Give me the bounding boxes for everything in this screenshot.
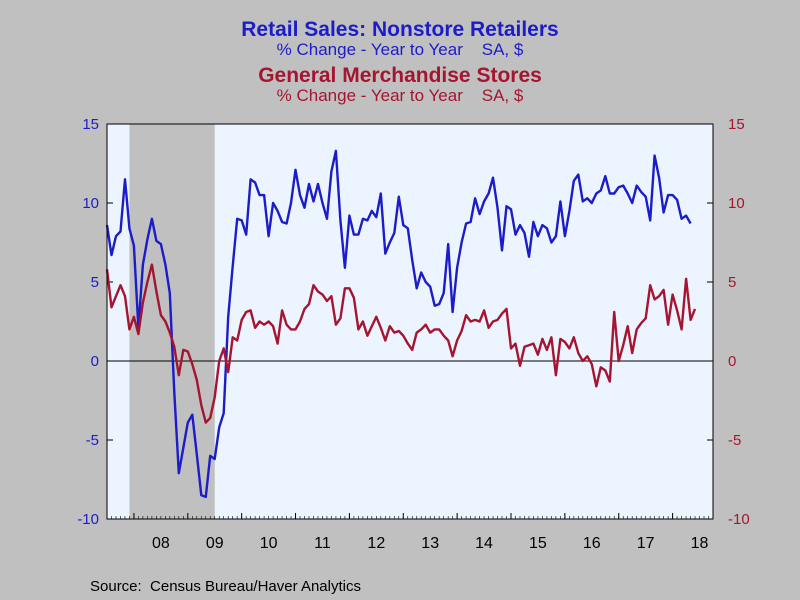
y-tick-label-left: 10 [82, 195, 99, 212]
general-merchandise-series-line [105, 263, 697, 424]
y-tick-label-right: -10 [728, 511, 750, 528]
y-tick-label-right: 10 [728, 195, 745, 212]
y-tick-label-left: 0 [91, 353, 99, 370]
chart-title-general: General Merchandise Stores [258, 64, 542, 87]
plot-frame [106, 123, 714, 520]
y-tick-label-right: 5 [728, 274, 736, 291]
y-tick-label-left: 5 [91, 274, 99, 291]
y-tick-label-left: 15 [82, 116, 99, 133]
x-tick-label: 08 [152, 535, 170, 552]
x-tick-label: 11 [314, 535, 331, 552]
x-tick-label: 15 [529, 535, 547, 552]
chart-subtitle-nonstore: % Change - Year to Year SA, $ [276, 40, 524, 59]
chart-source: Source: Census Bureau/Haver Analytics [90, 578, 361, 595]
y-tick-label-left: -10 [77, 511, 99, 528]
x-tick-label: 13 [421, 535, 439, 552]
x-tick-label: 14 [475, 535, 493, 552]
chart-title-nonstore: Retail Sales: Nonstore Retailers [241, 18, 559, 41]
chart-subtitle-general: % Change - Year to Year SA, $ [276, 86, 524, 105]
x-tick-label: 18 [691, 535, 709, 552]
nonstore-series-line [105, 149, 692, 499]
x-tick-label: 09 [206, 535, 224, 552]
y-tick-label-right: 0 [728, 353, 736, 370]
x-tick-label: 17 [637, 535, 655, 552]
y-tick-label-right: -5 [728, 432, 741, 449]
y-tick-label-right: 15 [728, 116, 745, 133]
x-tick-label: 12 [367, 535, 385, 552]
x-tick-label: 16 [583, 535, 601, 552]
y-tick-label-left: -5 [86, 432, 99, 449]
x-tick-label: 10 [260, 535, 278, 552]
